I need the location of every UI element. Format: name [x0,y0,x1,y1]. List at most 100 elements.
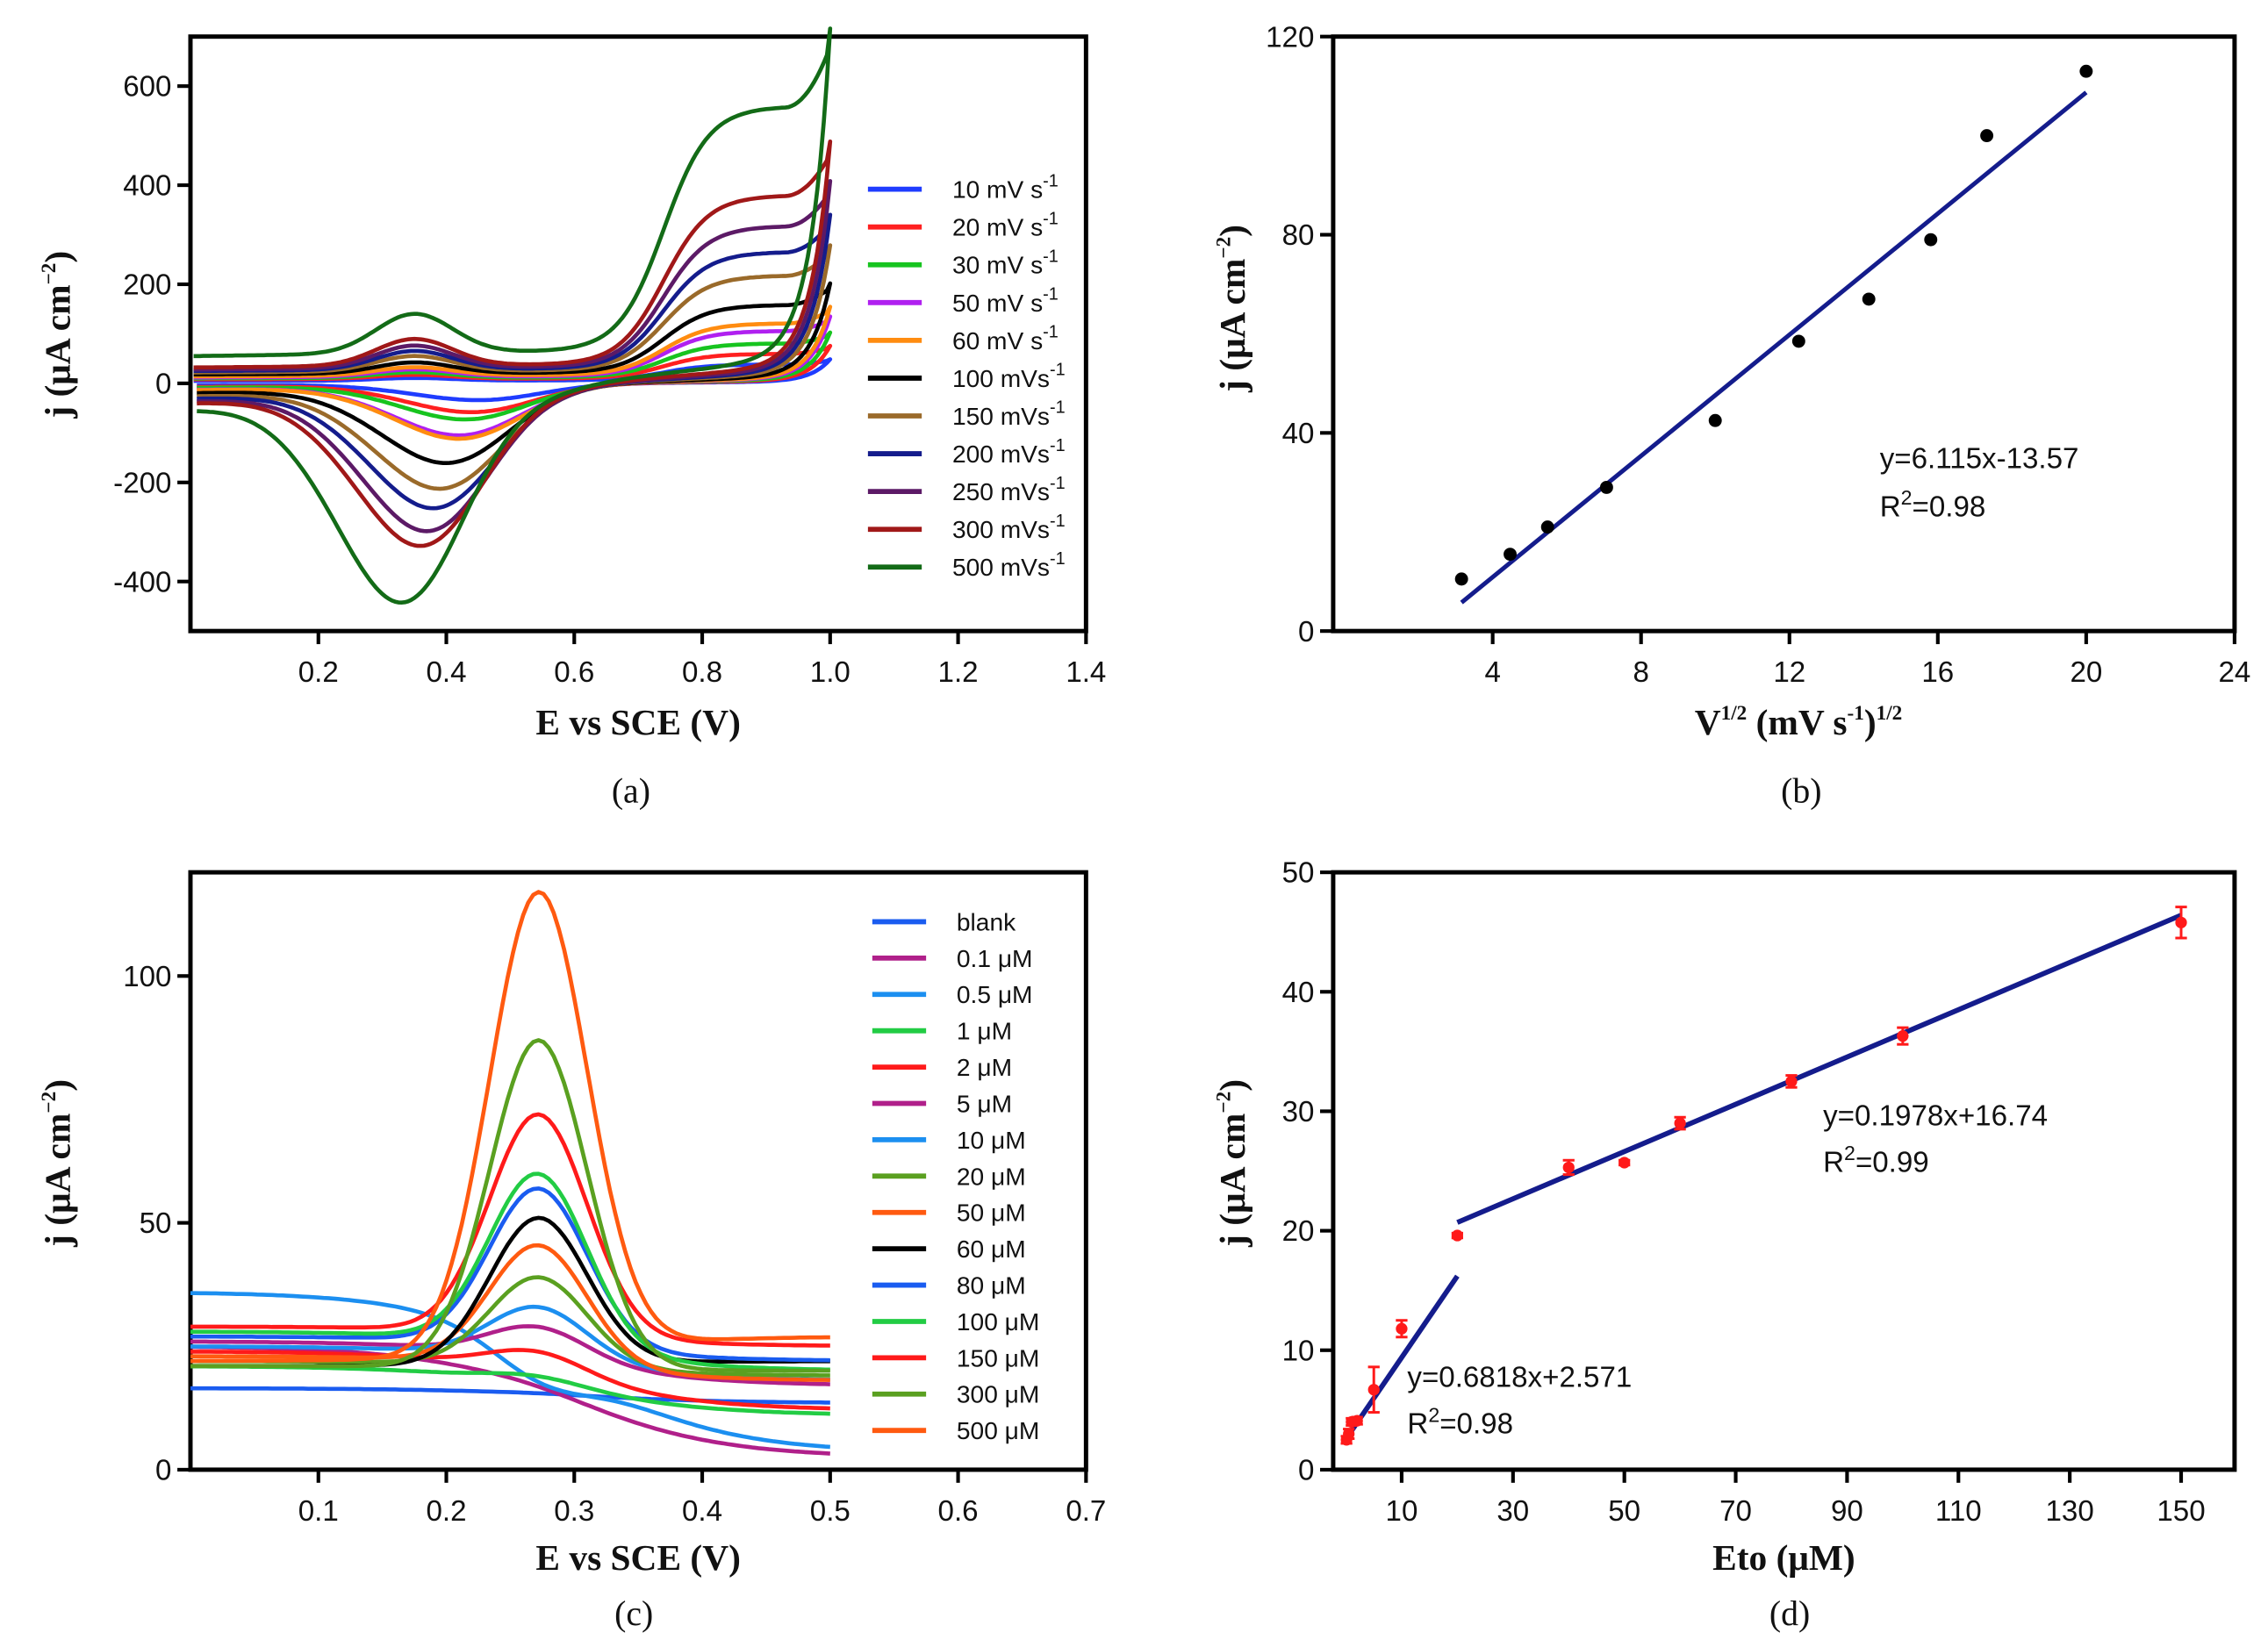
legend-c: blank 0.1 μM 0.5 μM 1 μM 2 μM 5 μM 10 μM 20 μM 5… [872,908,1039,1444]
data-point [1708,413,1722,427]
legend-label: 2 μM [957,1054,1012,1081]
ylabel-b-main: j (μA cm [1212,259,1253,393]
legend-label: 10 mV s-1 [952,171,1059,203]
legend-text: 1 μM [957,1018,1012,1045]
axes-a: 0.2 0.4 0.6 0.8 1.0 1.2 1.4 -400 -200 0 200 400 600 [113,34,1106,689]
r2-sup: 2 [1844,1142,1855,1164]
y-tick-label: 50 [140,1207,172,1240]
caption-b: (b) [1781,772,1821,811]
legend-item: 60 μM [872,1235,1026,1263]
legend-label: 5 μM [957,1090,1012,1117]
x-tick-label: 70 [1719,1495,1752,1528]
legend-item: 80 μM [872,1271,1026,1299]
legend-text: 50 μM [957,1200,1026,1227]
legend-text: blank [957,908,1016,935]
legend-text: 5 μM [957,1090,1012,1117]
legend-item: 5 μM [872,1090,1012,1117]
legend-text: 100 mVs [952,365,1050,392]
legend-label: 100 μM [957,1308,1039,1336]
dpv-curve [190,1291,830,1450]
x-tick-label: 1.0 [810,656,850,689]
cv-curve [193,139,833,548]
xlabel-b-unit: (mV s [1747,702,1847,743]
data-point [1618,1157,1631,1169]
axes-d: 10 30 50 70 90 110 130 150 0 10 20 30 40 50 [1282,857,2237,1528]
y-tick-label: 50 [1282,857,1315,890]
axes-b: 4 8 12 16 20 24 0 40 80 120 [1266,21,2250,689]
ylabel-a: j (μA cm−2) [38,251,79,419]
legend-label: 60 mV s-1 [952,323,1059,354]
legend-text: 0.1 μM [957,945,1033,972]
cv-curve [193,26,833,605]
xlabel-c: E vs SCE (V) [535,1537,741,1579]
x-tick-label: 150 [2157,1495,2205,1528]
cv-curve [193,243,833,491]
y-tick-label: -400 [113,566,171,598]
ylabel-d: j (μA cm−2) [1212,1079,1253,1248]
legend-text: 20 mV s [952,214,1043,241]
x-tick-label: 0.4 [682,1495,722,1528]
dpv-curve [190,1386,830,1405]
x-tick-label: 30 [1496,1495,1529,1528]
legend-label: 250 mVs-1 [952,474,1066,505]
x-tick-label: 1.4 [1066,656,1106,689]
legend-item: 0.5 μM [872,981,1033,1008]
dpv-curve [190,890,830,1364]
dpv-curve [190,1243,830,1383]
data-point [1504,548,1517,562]
xlabel-b-sup2: -1 [1848,702,1864,725]
r2-value: =0.99 [1855,1146,1929,1178]
fit-line [1346,1274,1460,1436]
legend-sup: -1 [1043,247,1059,266]
fit-equation-d-low: y=0.6818x+2.571 [1407,1362,1632,1394]
legend-sup: -1 [1050,361,1066,380]
y-tick-label: 0 [1298,1455,1314,1487]
legend-text: 10 mV s [952,176,1043,204]
legend-item: 50 μM [872,1200,1026,1227]
fit-line [1456,913,2183,1225]
legend-text: 100 μM [957,1308,1039,1336]
ylabel-a-main: j (μA cm [38,284,79,419]
legend-text: 60 μM [957,1235,1026,1263]
x-tick-label: 20 [2070,656,2102,689]
x-tick-label: 12 [1773,656,1805,689]
legend-text: 300 μM [957,1381,1039,1408]
legend-label: 200 mVs-1 [952,436,1066,468]
dpv-curve [190,1186,830,1363]
legend-item: 20 μM [872,1163,1026,1190]
y-tick-label: 0 [155,368,171,400]
x-tick-label: 0.2 [298,656,339,689]
caption-a: (a) [612,772,650,811]
fit-r2-d-high: R2=0.99 [1823,1142,1929,1178]
legend-sup: -1 [1050,512,1066,531]
ylabel-b-close: ) [1212,225,1253,237]
r2-value: =0.98 [1913,491,1986,523]
data-point [2175,916,2187,928]
series-group-b [1454,64,2093,605]
ylabel-c: j (μA cm−2) [38,1079,79,1248]
cv-curve [193,304,833,441]
ylabel-c-close: ) [38,1079,79,1092]
data-point [1367,1384,1380,1396]
fit-equation-b: y=6.115x-13.57 [1880,443,2079,476]
xlabel-b-sup3: 1/2 [1877,702,1903,725]
legend-item: 2 μM [872,1054,1012,1081]
r2-sup: 2 [1428,1403,1439,1426]
legend-label: 10 μM [957,1127,1026,1154]
caption-c: (c) [614,1594,653,1633]
x-tick-label: 10 [1386,1495,1418,1528]
legend-text: 500 mVs [952,554,1050,581]
legend-text: 0.5 μM [957,981,1033,1008]
legend-text: 150 mVs [952,403,1050,430]
legend-label: 100 mVs-1 [952,361,1066,392]
x-tick-label: 0.5 [810,1495,850,1528]
legend-sup: -1 [1050,398,1066,418]
legend-item: 500 mVs-1 [867,549,1066,581]
y-tick-label: 30 [1282,1096,1315,1128]
legend-item: 200 mVs-1 [867,436,1066,468]
dpv-curve [190,1038,830,1373]
dpv-curve [190,1112,830,1348]
legend-item: 250 mVs-1 [867,474,1066,505]
legend-label: 500 mVs-1 [952,549,1066,581]
